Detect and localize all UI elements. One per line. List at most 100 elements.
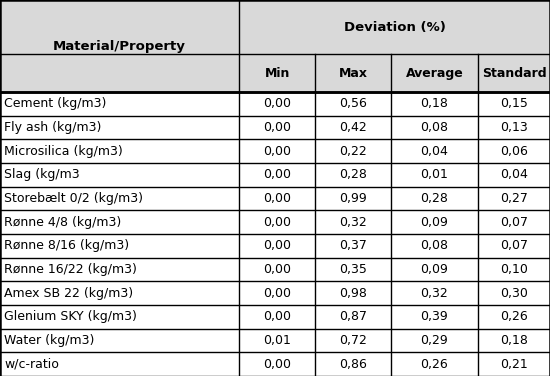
Text: 0,18: 0,18 bbox=[421, 97, 448, 111]
Text: 0,08: 0,08 bbox=[421, 240, 448, 252]
Text: 0,00: 0,00 bbox=[263, 145, 291, 158]
Text: 0,01: 0,01 bbox=[263, 334, 291, 347]
Bar bbox=[0, 258, 239, 281]
Text: 0,98: 0,98 bbox=[339, 287, 367, 300]
Bar bbox=[391, 55, 478, 92]
Bar bbox=[239, 352, 315, 376]
Text: 0,04: 0,04 bbox=[500, 168, 528, 181]
Bar bbox=[0, 92, 239, 116]
Bar bbox=[239, 329, 315, 352]
Bar bbox=[239, 55, 315, 92]
Text: 0,09: 0,09 bbox=[421, 263, 448, 276]
Bar bbox=[478, 258, 550, 281]
Text: 0,26: 0,26 bbox=[421, 358, 448, 371]
Bar bbox=[0, 281, 239, 305]
Text: 0,07: 0,07 bbox=[500, 216, 528, 229]
Text: 0,09: 0,09 bbox=[421, 216, 448, 229]
Bar bbox=[315, 116, 391, 139]
Bar bbox=[0, 0, 239, 92]
Bar bbox=[239, 210, 315, 234]
Text: 0,35: 0,35 bbox=[339, 263, 367, 276]
Text: 0,00: 0,00 bbox=[263, 310, 291, 323]
Bar bbox=[315, 234, 391, 258]
Bar bbox=[0, 305, 239, 329]
Bar bbox=[239, 187, 315, 210]
Text: 0,00: 0,00 bbox=[263, 216, 291, 229]
Text: 0,21: 0,21 bbox=[500, 358, 528, 371]
Text: Amex SB 22 (kg/m3): Amex SB 22 (kg/m3) bbox=[4, 287, 134, 300]
Bar bbox=[239, 139, 315, 163]
Text: Rønne 16/22 (kg/m3): Rønne 16/22 (kg/m3) bbox=[4, 263, 138, 276]
Text: 0,26: 0,26 bbox=[500, 310, 528, 323]
Text: 0,13: 0,13 bbox=[500, 121, 528, 134]
Text: 0,00: 0,00 bbox=[263, 263, 291, 276]
Bar bbox=[315, 210, 391, 234]
Text: 0,28: 0,28 bbox=[421, 192, 448, 205]
Bar bbox=[315, 163, 391, 187]
Bar bbox=[315, 92, 391, 116]
Text: 0,99: 0,99 bbox=[339, 192, 367, 205]
Bar bbox=[0, 210, 239, 234]
Bar bbox=[478, 329, 550, 352]
Text: 0,00: 0,00 bbox=[263, 97, 291, 111]
Bar bbox=[315, 187, 391, 210]
Text: 0,72: 0,72 bbox=[339, 334, 367, 347]
Text: Average: Average bbox=[405, 67, 463, 80]
Text: 0,27: 0,27 bbox=[500, 192, 528, 205]
Text: Fly ash (kg/m3): Fly ash (kg/m3) bbox=[4, 121, 102, 134]
Bar bbox=[239, 234, 315, 258]
Bar bbox=[239, 305, 315, 329]
Text: w/c-ratio: w/c-ratio bbox=[4, 358, 59, 371]
Bar bbox=[391, 329, 478, 352]
Text: 0,32: 0,32 bbox=[421, 287, 448, 300]
Bar bbox=[315, 139, 391, 163]
Text: 0,30: 0,30 bbox=[500, 287, 528, 300]
Bar bbox=[391, 281, 478, 305]
Text: 0,39: 0,39 bbox=[421, 310, 448, 323]
Text: Material/Property: Material/Property bbox=[53, 39, 186, 53]
Bar bbox=[478, 352, 550, 376]
Text: 0,08: 0,08 bbox=[421, 121, 448, 134]
Text: 0,29: 0,29 bbox=[421, 334, 448, 347]
Text: Slag (kg/m3: Slag (kg/m3 bbox=[4, 168, 80, 181]
Text: Min: Min bbox=[265, 67, 290, 80]
Bar bbox=[315, 281, 391, 305]
Text: 0,07: 0,07 bbox=[500, 240, 528, 252]
Text: 0,18: 0,18 bbox=[500, 334, 528, 347]
Text: 0,56: 0,56 bbox=[339, 97, 367, 111]
Text: 0,06: 0,06 bbox=[500, 145, 528, 158]
Text: Storebælt 0/2 (kg/m3): Storebælt 0/2 (kg/m3) bbox=[4, 192, 144, 205]
Bar bbox=[391, 234, 478, 258]
Text: Cement (kg/m3): Cement (kg/m3) bbox=[4, 97, 107, 111]
Bar bbox=[478, 210, 550, 234]
Bar bbox=[0, 116, 239, 139]
Bar bbox=[391, 210, 478, 234]
Bar bbox=[0, 187, 239, 210]
Bar bbox=[239, 116, 315, 139]
Bar bbox=[478, 305, 550, 329]
Text: 0,00: 0,00 bbox=[263, 240, 291, 252]
Bar bbox=[478, 281, 550, 305]
Bar bbox=[0, 234, 239, 258]
Text: 0,87: 0,87 bbox=[339, 310, 367, 323]
Bar bbox=[315, 305, 391, 329]
Bar bbox=[478, 234, 550, 258]
Text: 0,00: 0,00 bbox=[263, 168, 291, 181]
Bar bbox=[478, 187, 550, 210]
Bar bbox=[0, 329, 239, 352]
Bar bbox=[239, 258, 315, 281]
Text: Glenium SKY (kg/m3): Glenium SKY (kg/m3) bbox=[4, 310, 138, 323]
Bar bbox=[0, 352, 239, 376]
Bar bbox=[391, 116, 478, 139]
Text: 0,42: 0,42 bbox=[339, 121, 367, 134]
Text: 0,22: 0,22 bbox=[339, 145, 367, 158]
Bar bbox=[0, 139, 239, 163]
Text: Max: Max bbox=[339, 67, 367, 80]
Text: Rønne 8/16 (kg/m3): Rønne 8/16 (kg/m3) bbox=[4, 240, 130, 252]
Bar bbox=[239, 92, 315, 116]
Bar bbox=[0, 163, 239, 187]
Text: Rønne 4/8 (kg/m3): Rønne 4/8 (kg/m3) bbox=[4, 216, 122, 229]
Text: Microsilica (kg/m3): Microsilica (kg/m3) bbox=[4, 145, 123, 158]
Text: 0,37: 0,37 bbox=[339, 240, 367, 252]
Text: 0,00: 0,00 bbox=[263, 287, 291, 300]
